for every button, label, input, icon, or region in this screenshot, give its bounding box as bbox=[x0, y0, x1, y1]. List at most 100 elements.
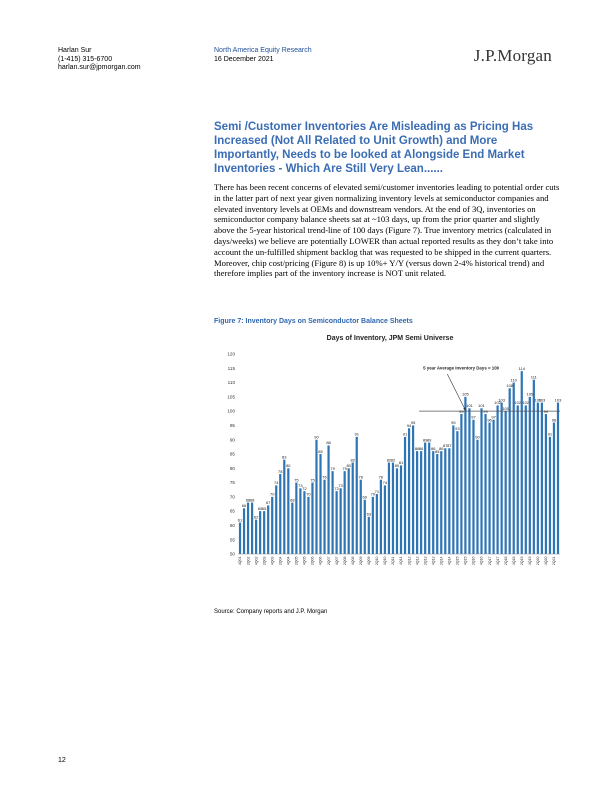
y-tick-label: 110 bbox=[228, 380, 236, 385]
x-tick-label: 2Q14 bbox=[439, 557, 443, 566]
x-tick-label: 4Q09 bbox=[367, 557, 371, 566]
bar-value-label: 86 bbox=[415, 446, 420, 451]
analyst-phone: (1-415) 315-6700 bbox=[58, 55, 113, 63]
bar-value-label: 108 bbox=[506, 383, 513, 388]
bar bbox=[331, 471, 334, 554]
bar-value-label: 80 bbox=[346, 463, 351, 468]
analyst-email[interactable]: harlan.sur@jpmorgan.com bbox=[58, 64, 141, 71]
report-date: 16 December 2021 bbox=[214, 55, 274, 63]
x-tick-label: 2Q18 bbox=[504, 557, 508, 566]
y-tick-label: 50 bbox=[230, 552, 236, 557]
bar bbox=[444, 448, 447, 554]
bar-value-label: 91 bbox=[548, 432, 553, 437]
y-tick-label: 75 bbox=[230, 480, 236, 485]
x-tick-label: 4Q14 bbox=[448, 557, 452, 566]
bar bbox=[552, 422, 556, 554]
bar-value-label: 75 bbox=[294, 477, 299, 482]
bar bbox=[508, 388, 511, 554]
bar bbox=[492, 419, 495, 554]
bar-value-label: 96 bbox=[487, 417, 492, 422]
bar bbox=[428, 442, 431, 554]
bar bbox=[246, 502, 250, 554]
bar bbox=[403, 436, 407, 554]
y-tick-label: 115 bbox=[228, 366, 236, 371]
bar-value-label: 101 bbox=[466, 403, 473, 408]
y-tick-label: 70 bbox=[230, 494, 236, 499]
bar bbox=[267, 505, 270, 554]
bar bbox=[391, 462, 395, 554]
x-tick-label: 2Q12 bbox=[407, 557, 411, 566]
x-tick-label: 4Q06 bbox=[319, 557, 323, 566]
average-reference-label: 5 year Average Inventory Days = 100 bbox=[423, 366, 500, 371]
figure-caption: Figure 7: Inventory Days on Semiconducto… bbox=[214, 318, 413, 325]
bar-value-label: 102 bbox=[494, 400, 501, 405]
x-tick-label: 2Q08 bbox=[343, 557, 347, 566]
bar bbox=[279, 474, 282, 554]
y-tick-label: 100 bbox=[227, 409, 235, 414]
bar bbox=[468, 408, 471, 554]
bar-value-label: 65 bbox=[258, 506, 263, 511]
bar bbox=[355, 436, 358, 554]
bar bbox=[275, 485, 278, 554]
bar-value-label: 95 bbox=[411, 420, 416, 425]
y-tick-label: 80 bbox=[230, 466, 236, 471]
bar bbox=[242, 508, 246, 554]
y-axis: 50 55 60 65 70 75 80 85 90 95 100 105 110 115 120 bbox=[227, 352, 235, 557]
bar bbox=[524, 405, 527, 554]
bar-value-label: 76 bbox=[379, 475, 384, 480]
bar-value-label: 103 bbox=[539, 397, 546, 402]
bar-value-label: 80 bbox=[286, 463, 291, 468]
x-tick-label: 4Q20 bbox=[544, 557, 548, 566]
bar bbox=[287, 468, 290, 554]
bar bbox=[424, 442, 427, 554]
bar bbox=[512, 382, 515, 554]
bar bbox=[488, 422, 491, 554]
bar-value-label: 105 bbox=[462, 392, 469, 397]
bar bbox=[363, 499, 366, 554]
bar-value-label: 75 bbox=[310, 477, 315, 482]
bar bbox=[359, 479, 362, 554]
bar-value-label: 69 bbox=[363, 495, 368, 500]
x-tick-label: 4Q08 bbox=[351, 557, 355, 566]
bar-value-label: 110 bbox=[511, 377, 518, 382]
x-tick-label: 4Q15 bbox=[464, 557, 468, 566]
bar bbox=[528, 396, 531, 554]
bar-value-label: 111 bbox=[531, 375, 538, 380]
bar-value-label: 68 bbox=[290, 497, 295, 502]
bar-value-label: 74 bbox=[383, 480, 388, 485]
x-tick-label: 2Q05 bbox=[295, 557, 299, 566]
bar bbox=[460, 414, 463, 554]
x-tick-label: 2Q09 bbox=[359, 557, 363, 566]
x-tick-label: 4Q16 bbox=[480, 557, 484, 566]
bar bbox=[311, 482, 314, 554]
x-tick-label: 2Q04 bbox=[278, 557, 282, 566]
bar-value-label: 114 bbox=[519, 366, 526, 371]
y-tick-label: 90 bbox=[230, 437, 236, 442]
average-callout-arrow bbox=[447, 373, 466, 411]
bar-value-label: 97 bbox=[471, 415, 476, 420]
bar bbox=[387, 462, 391, 554]
bar bbox=[335, 491, 338, 554]
bar-value-label: 68 bbox=[246, 497, 251, 502]
bar-value-label: 83 bbox=[282, 455, 287, 460]
x-tick-label: 4Q17 bbox=[496, 557, 500, 566]
bar bbox=[556, 402, 560, 554]
bar bbox=[339, 488, 342, 554]
bar-value-label: 87 bbox=[443, 443, 448, 448]
bar-value-label: 79 bbox=[342, 466, 347, 471]
bar bbox=[299, 488, 302, 554]
x-tick-label: 2Q15 bbox=[456, 557, 460, 566]
x-tick-label: 2Q17 bbox=[488, 557, 492, 566]
bar bbox=[416, 451, 419, 554]
bar-value-label: 68 bbox=[250, 497, 255, 502]
bar-value-label: 67 bbox=[266, 500, 271, 505]
bar-value-label: 80 bbox=[395, 463, 400, 468]
bar bbox=[536, 402, 539, 554]
bar-value-label: 81 bbox=[399, 460, 404, 465]
bar bbox=[347, 468, 350, 554]
bar-value-label: 73 bbox=[338, 483, 343, 488]
bar-value-label: 97 bbox=[491, 415, 496, 420]
bar bbox=[367, 516, 370, 554]
x-tick-label: 4Q03 bbox=[270, 557, 274, 566]
